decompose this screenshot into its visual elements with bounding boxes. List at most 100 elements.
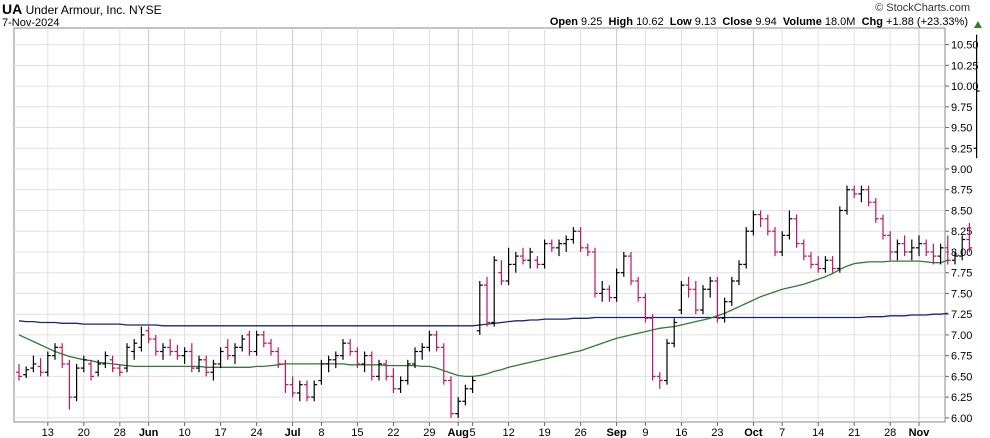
ticker-symbol: UA <box>2 1 23 17</box>
x-tick-label: Aug <box>448 427 469 438</box>
ohlc-bar <box>599 280 606 302</box>
ohlc-bar <box>851 185 858 199</box>
ohlc-bar <box>296 380 303 402</box>
ohlc-bar <box>736 260 742 286</box>
ohlc-bar <box>268 339 274 356</box>
ohlc-bar <box>30 355 37 373</box>
ohlc-bar <box>714 276 721 323</box>
ohlc-bar <box>671 318 678 348</box>
y-tick-label: 6.00 <box>951 413 972 425</box>
ohlc-bar <box>656 372 663 389</box>
ohlc-bar <box>952 251 958 265</box>
ohlc-bar <box>469 376 476 393</box>
x-tick-label: 9 <box>642 427 648 438</box>
ma50-swatch <box>18 44 26 47</box>
y-tick-label: 6.75 <box>951 351 972 363</box>
x-tick-label: 13 <box>42 427 54 438</box>
y-tick-label: 7.75 <box>951 268 972 280</box>
ma200-line <box>18 312 948 327</box>
ohlc-bar <box>829 256 836 273</box>
ohlc-bar <box>620 251 627 277</box>
low-label: Low <box>669 16 692 28</box>
ohlc-bar <box>73 363 80 402</box>
y-tick-label: 9.00 <box>951 164 972 176</box>
ohlc-bar <box>16 363 22 381</box>
y-tick-label: 8.25 <box>951 226 972 238</box>
ohlc-bar <box>570 227 577 244</box>
triangle-up-icon <box>973 18 983 32</box>
ohlc-bar <box>721 297 728 323</box>
y-tick-label: 7.00 <box>951 330 972 342</box>
ohlc-bar <box>282 359 289 393</box>
ohlc-bar <box>167 339 174 356</box>
ohlc-bar <box>138 326 145 352</box>
high-label: High <box>608 16 633 28</box>
x-tick-label: 12 <box>502 427 514 438</box>
y-tick-label: 10.00 <box>951 81 979 93</box>
ohlc-bar <box>707 276 714 298</box>
x-tick-label: Nov <box>909 427 931 438</box>
x-tick-label: 29 <box>423 427 435 438</box>
ohlc-bar <box>937 243 944 265</box>
ohlc-bar <box>52 343 58 360</box>
ohlc-bar <box>887 231 894 261</box>
ohlc-bar <box>59 343 66 369</box>
x-tick-label: Jun <box>139 427 159 438</box>
ohlc-bar <box>37 358 44 377</box>
ohlc-bar <box>440 343 447 385</box>
ohlc-bar <box>116 363 123 377</box>
legend-price: ↕ UA (Daily) 9.94 <box>18 29 93 40</box>
ohlc-bar <box>613 268 620 302</box>
y-tick-label: 9.75 <box>951 102 972 114</box>
ohlc-bar <box>757 210 764 228</box>
ohlc-bar <box>476 280 483 335</box>
ohlc-bar <box>930 243 937 265</box>
ohlc-bar <box>361 351 368 373</box>
ohlc-bar <box>505 247 512 286</box>
open-label: Open <box>549 16 578 28</box>
legend-price-label: UA (Daily) 9.94 <box>25 29 93 40</box>
ohlc-bar <box>800 239 807 261</box>
ohlc-bar <box>959 235 966 261</box>
ohlc-bar <box>534 256 541 269</box>
legend-ma200: MA(200) 7.26 <box>18 51 91 62</box>
ma200-swatch <box>18 55 26 58</box>
ohlc-bar <box>368 351 375 381</box>
ohlc-bar <box>260 330 267 348</box>
chart-date: 7-Nov-2024 <box>2 17 60 29</box>
ohlc-bar <box>462 384 469 406</box>
ohlc-bar <box>923 239 930 257</box>
ohlc-bar <box>311 380 318 402</box>
ohlc-bar <box>217 347 224 369</box>
x-tick-label: 28 <box>114 427 126 438</box>
ohlc-bar <box>109 355 116 373</box>
change-label: Chg <box>861 16 883 28</box>
ohlc-bar <box>764 214 771 236</box>
ohlc-bar <box>527 247 534 269</box>
ohlc-bar <box>916 235 922 257</box>
legend-ma50-label: MA(50) 7.90 <box>30 40 86 51</box>
ohlc-bar <box>836 206 843 273</box>
ohlc-bar <box>664 339 670 385</box>
ohlc-bar <box>908 239 915 261</box>
y-tick-label: 8.50 <box>951 205 972 217</box>
x-tick-label: 5 <box>470 427 476 438</box>
ohlc-bar <box>779 231 786 257</box>
ohlc-bar <box>239 334 246 352</box>
ohlc-bar <box>642 293 649 323</box>
title-line: UA Under Armour, Inc. NYSE <box>2 1 162 17</box>
ohlc-bar <box>793 214 800 248</box>
ohlc-bar <box>973 34 980 159</box>
quote-summary: Open 9.25 High 10.62 Low 9.13 Close 9.94… <box>550 16 968 28</box>
ohlc-bar <box>253 330 260 356</box>
low-value: 9.13 <box>694 16 717 28</box>
ohlc-bar <box>786 210 793 240</box>
ma50-line <box>18 259 949 378</box>
ohlc-bar <box>318 359 325 385</box>
ohlc-bar <box>678 280 685 315</box>
x-tick-label: 20 <box>78 427 90 438</box>
x-tick-label: Sep <box>607 427 627 438</box>
change-value: +1.88 (+23.33%) <box>886 16 968 28</box>
ohlc-bar <box>332 351 339 369</box>
